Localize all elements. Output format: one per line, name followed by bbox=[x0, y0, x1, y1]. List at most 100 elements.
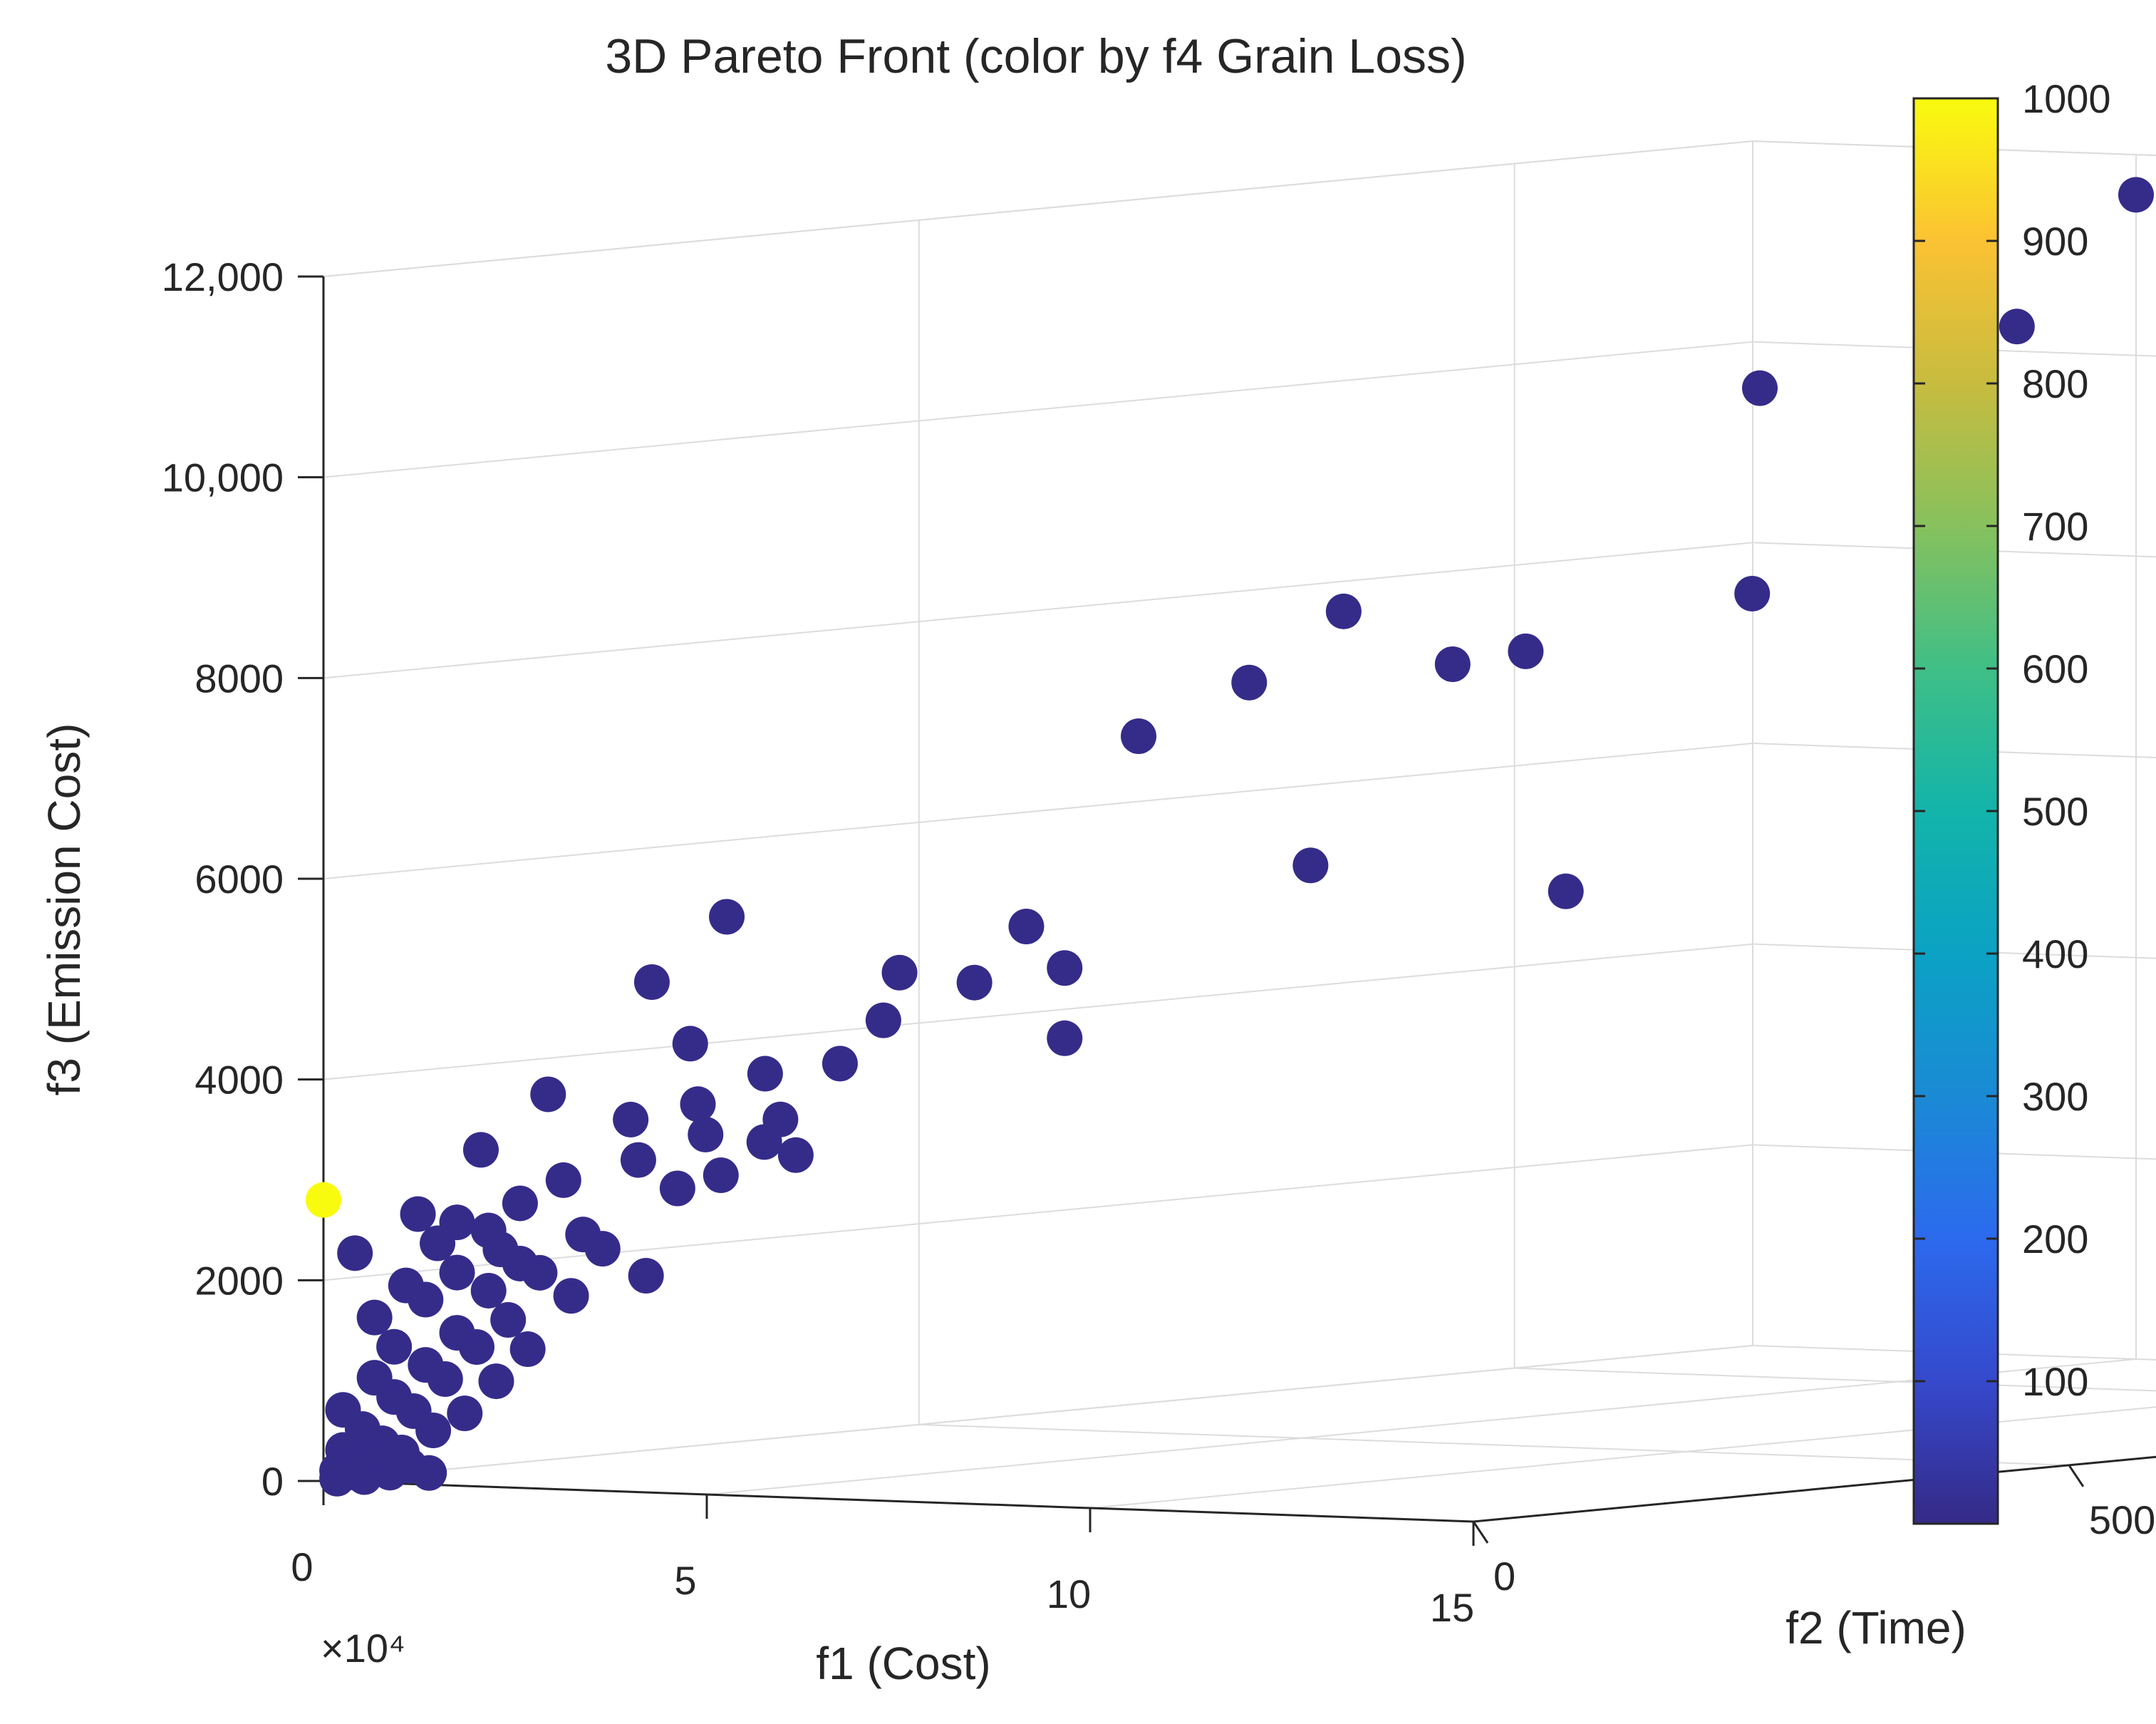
colorbar-tick-label: 800 bbox=[2022, 361, 2088, 406]
grid-line-x bbox=[1089, 1406, 2156, 1509]
data-point bbox=[325, 1392, 361, 1428]
z-tick-label: 0 bbox=[261, 1459, 284, 1504]
data-point bbox=[439, 1254, 475, 1291]
colorbar-gradient bbox=[1912, 97, 1999, 1525]
data-point bbox=[502, 1185, 538, 1222]
data-point bbox=[553, 1278, 589, 1314]
data-point bbox=[319, 1460, 356, 1497]
colorbar-tick-label: 300 bbox=[2022, 1074, 2088, 1119]
x-tick-label: 10 bbox=[1047, 1571, 1091, 1616]
data-point bbox=[408, 1347, 444, 1383]
data-point bbox=[376, 1328, 413, 1365]
data-point bbox=[1548, 873, 1584, 909]
colorbar-tick-label: 500 bbox=[2022, 789, 2088, 834]
colorbar-tick-label: 100 bbox=[2022, 1359, 2088, 1404]
y-tick-label: 0 bbox=[1493, 1554, 1515, 1599]
data-point bbox=[777, 1137, 814, 1173]
grid-edge bbox=[323, 140, 1753, 277]
data-point bbox=[420, 1225, 456, 1261]
data-point bbox=[746, 1124, 782, 1160]
tick-labels: 051015050010000200040006000800010,00012,… bbox=[162, 254, 2156, 1630]
data-point bbox=[1508, 633, 1544, 669]
data-point bbox=[530, 1076, 566, 1113]
grid-lines bbox=[323, 140, 2156, 1522]
data-point bbox=[545, 1162, 581, 1198]
data-point bbox=[620, 1142, 656, 1178]
data-point bbox=[956, 964, 993, 1001]
data-point bbox=[709, 899, 745, 935]
y-axis-label: f2 (Time) bbox=[1786, 1602, 1966, 1653]
data-point bbox=[1325, 593, 1362, 629]
data-point bbox=[1231, 664, 1268, 701]
data-point bbox=[672, 1026, 708, 1062]
data-point bbox=[680, 1086, 716, 1122]
grid-line-y bbox=[918, 1423, 2069, 1466]
colorbar-tick-label: 1000 bbox=[2022, 76, 2111, 121]
data-point bbox=[388, 1267, 424, 1304]
data-point bbox=[470, 1212, 507, 1249]
colorbar-tick-label: 700 bbox=[2022, 504, 2088, 549]
data-point bbox=[439, 1315, 475, 1351]
data-point bbox=[1121, 718, 1157, 755]
data-point bbox=[1741, 370, 1778, 406]
data-point bbox=[306, 1182, 341, 1218]
colorbar-tick-label: 900 bbox=[2022, 219, 2088, 264]
data-points bbox=[306, 177, 2154, 1497]
x-axis-multiplier: ×10⁴ bbox=[321, 1626, 405, 1671]
grid-line-x bbox=[323, 1345, 1753, 1482]
grid-line-x bbox=[1473, 1456, 2156, 1522]
data-point bbox=[628, 1257, 664, 1294]
colorbar: 100 200 300 400 500 600 700 800 900 1000 bbox=[1912, 76, 2111, 1525]
z-tick-label: 8000 bbox=[195, 656, 284, 701]
data-point bbox=[1999, 309, 2035, 345]
grid-line-z bbox=[323, 943, 1753, 1080]
axis-lines bbox=[298, 275, 2156, 1546]
z-axis-label: f3 (Emission Cost) bbox=[38, 723, 90, 1096]
chart-title: 3D Pareto Front (color by f4 Grain Loss) bbox=[605, 29, 1466, 83]
data-point bbox=[565, 1217, 601, 1253]
x-tick-label: 0 bbox=[291, 1544, 313, 1589]
z-tick-label: 10,000 bbox=[162, 455, 284, 500]
z-tick-label: 12,000 bbox=[162, 254, 284, 299]
data-point bbox=[1047, 1020, 1083, 1056]
data-point bbox=[613, 1101, 649, 1137]
y-tick-mark bbox=[2068, 1465, 2085, 1487]
y-tick-label: 500 bbox=[2089, 1497, 2155, 1542]
data-point bbox=[865, 1002, 901, 1038]
data-point bbox=[1047, 950, 1083, 986]
data-point bbox=[659, 1170, 695, 1207]
z-tick-label: 6000 bbox=[195, 857, 284, 902]
data-point bbox=[400, 1196, 436, 1232]
data-point bbox=[688, 1116, 724, 1152]
data-point bbox=[462, 1132, 499, 1168]
data-point bbox=[881, 954, 918, 991]
colorbar-tick-label: 600 bbox=[2022, 646, 2088, 691]
data-point bbox=[478, 1363, 514, 1400]
x-axis-line bbox=[323, 1480, 1474, 1523]
x-axis-label: f1 (Cost) bbox=[816, 1638, 990, 1689]
data-point bbox=[356, 1299, 393, 1336]
data-point bbox=[2118, 177, 2154, 213]
data-point bbox=[822, 1046, 858, 1082]
data-point bbox=[447, 1395, 483, 1432]
data-point bbox=[703, 1157, 739, 1194]
data-point bbox=[470, 1272, 507, 1309]
grid-line-z bbox=[323, 341, 1753, 478]
z-tick-label: 4000 bbox=[195, 1058, 284, 1103]
data-point bbox=[1008, 908, 1045, 944]
data-point bbox=[747, 1055, 783, 1092]
data-point bbox=[356, 1360, 393, 1396]
data-point bbox=[1434, 646, 1471, 682]
data-point bbox=[509, 1331, 546, 1368]
grid-line-z bbox=[323, 743, 1753, 879]
grid-line-y bbox=[1514, 1367, 2156, 1392]
data-point bbox=[1734, 575, 1771, 611]
y-tick-mark bbox=[1472, 1521, 1489, 1544]
data-point bbox=[1292, 847, 1329, 884]
colorbar-tick-label: 400 bbox=[2022, 931, 2088, 976]
data-point bbox=[633, 964, 670, 1001]
data-point bbox=[490, 1301, 527, 1338]
x-tick-label: 15 bbox=[1430, 1585, 1474, 1630]
data-point bbox=[337, 1235, 373, 1271]
